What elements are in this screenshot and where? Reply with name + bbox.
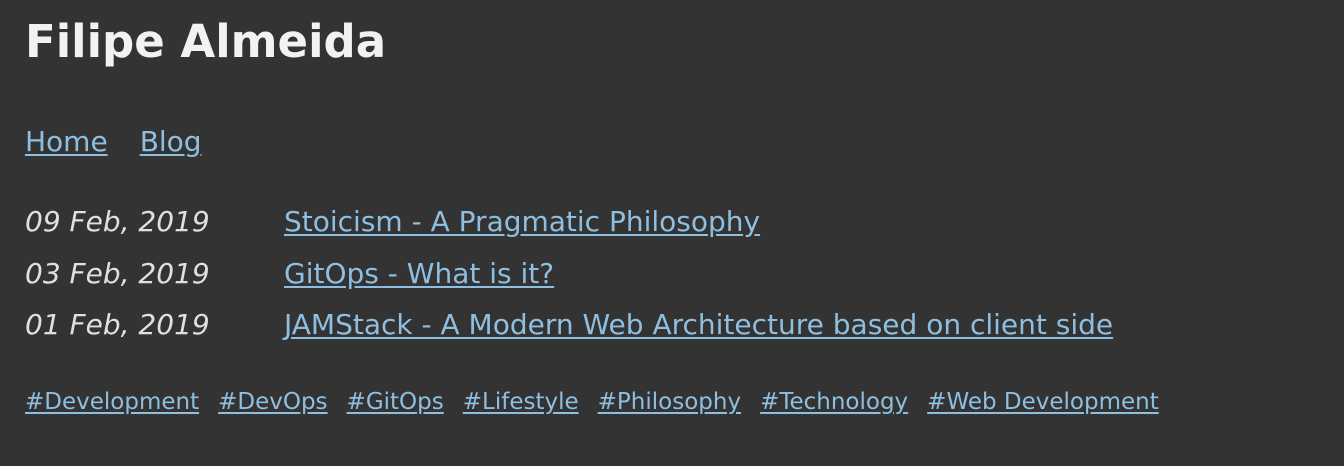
post-date: 03 Feb, 2019 [25, 256, 210, 290]
list-item: 03 Feb, 2019 GitOps - What is it? [25, 253, 1113, 305]
tag-link-gitops[interactable]: #GitOps [346, 389, 444, 415]
nav-home-link[interactable]: Home [25, 125, 108, 158]
tag-link-web-development[interactable]: #Web Development [927, 389, 1159, 415]
tag-link-philosophy[interactable]: #Philosophy [597, 389, 742, 415]
site-title: Filipe Almeida [25, 15, 387, 68]
post-date: 09 Feb, 2019 [25, 205, 210, 238]
post-title-link[interactable]: JAMStack - A Modern Web Architecture bas… [284, 308, 1114, 341]
list-item: 09 Feb, 2019 Stoicism - A Pragmatic Phil… [25, 201, 1113, 253]
tag-link-development[interactable]: #Development [25, 389, 200, 415]
post-title-link[interactable]: GitOps - What is it? [284, 256, 555, 290]
tag-link-lifestyle[interactable]: #Lifestyle [462, 389, 579, 415]
post-date: 01 Feb, 2019 [25, 308, 210, 341]
post-title-link[interactable]: Stoicism - A Pragmatic Philosophy [284, 205, 761, 238]
main-nav: Home Blog [25, 123, 202, 161]
nav-blog-link[interactable]: Blog [139, 125, 202, 158]
list-item: 01 Feb, 2019 JAMStack - A Modern Web Arc… [25, 304, 1113, 356]
tag-link-devops[interactable]: #DevOps [218, 389, 328, 415]
tag-link-technology[interactable]: #Technology [760, 389, 909, 415]
tag-list: #Development #DevOps #GitOps #Lifestyle … [25, 386, 1159, 418]
post-list: 09 Feb, 2019 Stoicism - A Pragmatic Phil… [25, 201, 1113, 356]
